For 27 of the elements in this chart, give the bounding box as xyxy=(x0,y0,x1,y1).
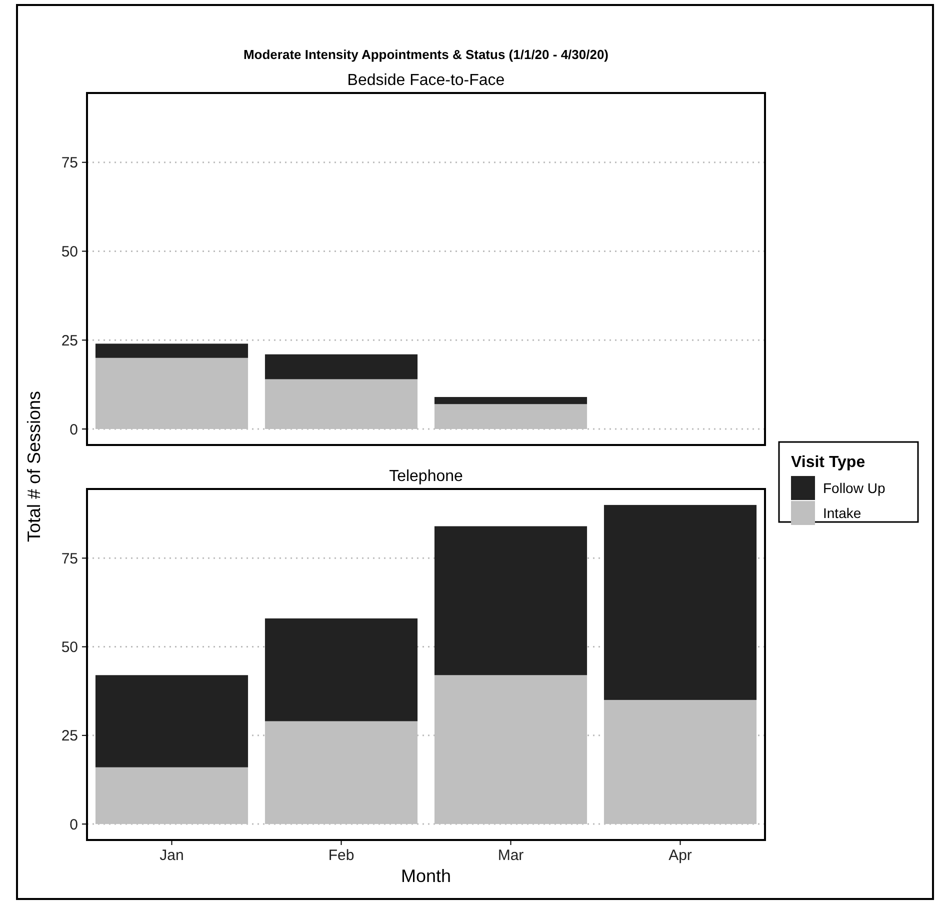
bar xyxy=(604,504,757,700)
y-tick-label: 50 xyxy=(61,243,78,260)
x-tick-label: Jan xyxy=(160,847,184,864)
bar xyxy=(264,354,418,380)
y-tick-label: 0 xyxy=(70,421,78,438)
legend-label: Follow Up xyxy=(823,480,886,496)
x-axis-title: Month xyxy=(400,866,452,886)
bar xyxy=(95,344,248,358)
y-tick-label: 75 xyxy=(61,550,78,568)
y-tick-label: 25 xyxy=(61,728,78,745)
y-tick-label: 0 xyxy=(70,816,78,834)
y-tick-label: 50 xyxy=(61,639,78,656)
bar xyxy=(264,618,418,722)
y-tick-label: 75 xyxy=(61,154,78,172)
x-tick-label: Feb xyxy=(328,847,354,864)
bar xyxy=(434,397,588,404)
bar xyxy=(95,675,248,768)
x-tick-label: Apr xyxy=(668,847,692,864)
y-axis-title: Total # of Sessions xyxy=(24,390,44,542)
legend-label: Intake xyxy=(823,504,862,521)
legend-title: Visit Type xyxy=(791,454,866,471)
chart-subtitle: Telephone xyxy=(389,468,464,485)
chart-title: Moderate Intensity Appointments & Status (1/1/20 - 4/30/20) xyxy=(243,47,609,62)
y-tick-label: 25 xyxy=(61,332,78,350)
chart-subtitle: Bedside Face-to-Face xyxy=(347,72,505,89)
bar xyxy=(434,526,588,676)
x-tick-label: Mar xyxy=(498,847,524,864)
